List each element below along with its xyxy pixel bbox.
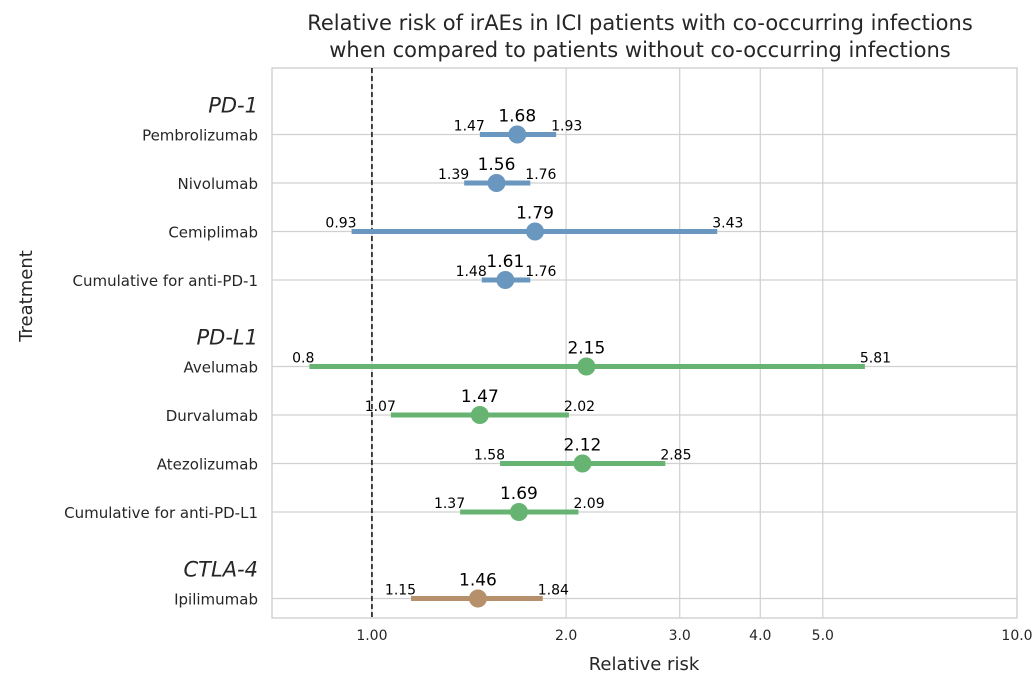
row-label: Pembrolizumab <box>142 127 258 145</box>
row-label: Avelumab <box>184 359 259 377</box>
group-label: PD-L1 <box>197 326 258 350</box>
x-tick-label: 1.00 <box>356 628 387 644</box>
estimate-label: 1.61 <box>486 252 524 272</box>
x-tick-label: 4.0 <box>749 628 771 644</box>
x-tick-label: 2.0 <box>555 628 577 644</box>
ci-lower-label: 1.15 <box>385 583 416 599</box>
point-estimate <box>470 406 489 424</box>
ci-upper-label: 2.09 <box>573 496 604 512</box>
row-label: Ipilimumab <box>174 591 258 609</box>
y-axis-label: Treatment <box>16 250 37 343</box>
row-label: Durvalumab <box>166 407 258 425</box>
ci-upper-label: 2.85 <box>660 448 691 464</box>
ci-lower-label: 1.39 <box>438 167 469 183</box>
ci-upper-label: 1.93 <box>551 119 582 135</box>
row-label: Nivolumab <box>178 175 258 193</box>
estimate-label: 1.56 <box>478 155 516 175</box>
row-label: Cumulative for anti-PD-1 <box>73 272 259 290</box>
ci-upper-label: 1.76 <box>525 167 556 183</box>
estimate-label: 1.69 <box>500 484 538 504</box>
ci-lower-label: 1.58 <box>474 448 505 464</box>
point-estimate <box>577 357 596 376</box>
ci-upper-label: 5.81 <box>860 351 891 367</box>
ci-upper-label: 1.84 <box>538 583 569 599</box>
group-label: CTLA-4 <box>184 558 259 582</box>
x-tick-label: 5.0 <box>812 628 834 644</box>
ci-lower-label: 0.93 <box>325 216 356 232</box>
point-estimate <box>509 503 528 521</box>
row-label: Cemiplimab <box>168 224 258 242</box>
plot-area: 1.00 2.0 3.0 4.0 5.0 10.0 PD-1 PD-L1 CTLA-4 Pembr… <box>64 67 1032 644</box>
point-estimate <box>573 454 592 473</box>
row-label: Atezolizumab <box>157 456 258 474</box>
plot-frame <box>271 67 1018 619</box>
ci-upper-label: 3.43 <box>712 216 743 232</box>
x-tick-label: 3.0 <box>669 628 691 644</box>
ci-lower-label: 0.8 <box>292 351 314 367</box>
point-estimate <box>526 222 545 241</box>
estimate-label: 1.47 <box>461 387 499 407</box>
point-estimate <box>468 589 487 608</box>
chart-title-line-2: when compared to patients without co-occ… <box>329 38 950 62</box>
x-tick-label: 10.0 <box>1001 628 1032 644</box>
ci-lower-label: 1.48 <box>456 264 487 280</box>
ci-lower-label: 1.37 <box>434 496 465 512</box>
ci-upper-label: 2.02 <box>564 399 595 415</box>
estimate-label: 1.46 <box>459 571 497 591</box>
ci-lower-label: 1.47 <box>454 119 485 135</box>
group-label: PD-1 <box>208 94 258 118</box>
estimate-label: 1.79 <box>516 204 554 224</box>
ci-lower-label: 1.07 <box>365 399 396 415</box>
point-estimate <box>496 271 515 289</box>
point-estimate <box>508 125 527 144</box>
ci-upper-label: 1.76 <box>525 264 556 280</box>
estimate-label: 1.68 <box>498 107 536 127</box>
estimate-label: 2.12 <box>564 436 602 456</box>
estimate-label: 2.15 <box>567 339 605 359</box>
row-label: Cumulative for anti-PD-L1 <box>64 504 258 522</box>
chart-title-line-1: Relative risk of irAEs in ICI patients w… <box>307 11 973 35</box>
point-estimate <box>487 174 506 192</box>
x-axis-label: Relative risk <box>589 654 700 675</box>
